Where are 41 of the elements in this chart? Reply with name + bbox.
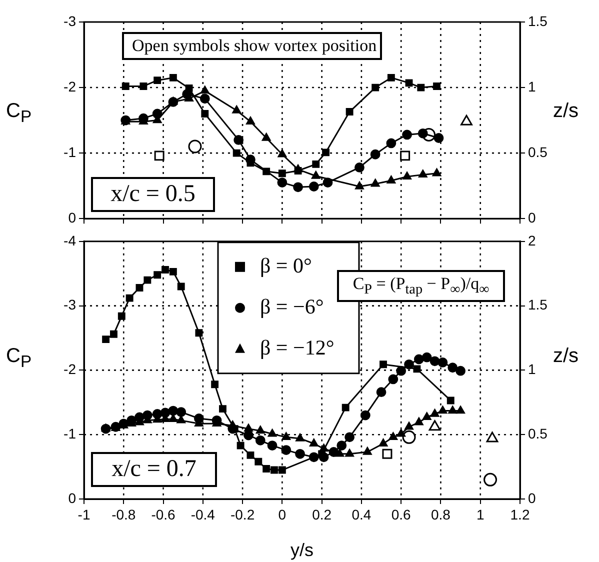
x-tick-label: -0.4 (190, 506, 216, 522)
y-tick-label: 0 (68, 490, 76, 506)
y-tick-label: -2 (64, 361, 76, 378)
y2-axis-title: z/s (553, 345, 579, 368)
y2-tick-label: 0 (528, 209, 536, 226)
annotation: Open symbols show vortex position (122, 32, 382, 60)
x-tick-label: 0.6 (391, 506, 412, 522)
x-tick-label: 1.2 (510, 506, 530, 522)
y-axis-title: C$_{P}$ (6, 100, 32, 127)
y2-tick-label: 0.5 (528, 425, 548, 442)
x-tick-label: -0.8 (112, 506, 136, 522)
x-tick-label: -0.2 (230, 506, 255, 522)
annotation: x/c = 0.7 (91, 452, 217, 487)
x-tick-label: 0 (278, 506, 286, 522)
y-tick-label: -4 (64, 232, 76, 248)
y2-tick-label: 1 (528, 361, 536, 378)
legend-label: β = −12° (260, 335, 334, 360)
y-tick-label: -2 (64, 78, 76, 94)
y2-tick-label: 1 (528, 78, 536, 94)
x-tick-label: -0.6 (151, 506, 176, 522)
y2-tick-label: 1.5 (528, 12, 548, 29)
x-tick-label: 0.8 (430, 506, 451, 522)
y-tick-label: -3 (64, 12, 76, 29)
x-tick-label: 0.4 (352, 506, 372, 522)
legend-label: β = 0° (260, 253, 312, 278)
y-tick-label: -1 (64, 144, 76, 160)
x-tick-label: 0.2 (312, 506, 332, 522)
y-tick-label: -3 (64, 296, 76, 313)
y2-tick-label: 0.5 (528, 144, 548, 160)
y2-tick-label: 2 (528, 232, 536, 248)
legend-label: β = −6° (260, 294, 324, 318)
y2-tick-label: 1.5 (528, 296, 548, 313)
y2-axis-title: z/s (553, 100, 579, 123)
annotation: x/c = 0.5 (91, 177, 215, 212)
x-axis-title: y/s (290, 540, 314, 560)
x-tick-label: 1 (476, 506, 484, 522)
annotation: C$_{P}$ = (P$_{tap}$ − P$_{∞}$)/q$_{∞}$ (337, 270, 505, 302)
y-tick-label: -1 (64, 425, 76, 442)
y-tick-label: 0 (68, 209, 76, 226)
y2-tick-label: 0 (528, 490, 536, 506)
y-axis-title: C$_{P}$ (6, 345, 32, 372)
